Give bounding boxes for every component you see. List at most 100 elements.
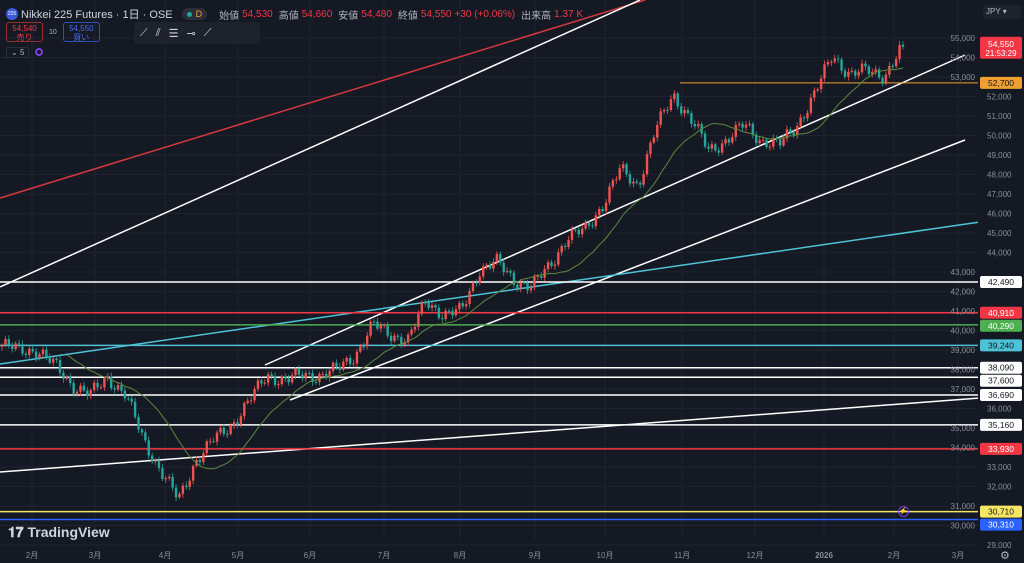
buy-button[interactable]: 54,550 買い: [62, 22, 100, 42]
settings-icon[interactable]: ⚙: [1000, 550, 1010, 562]
fib-tool-icon[interactable]: ☰: [168, 27, 179, 40]
currency-select[interactable]: JPY ▾: [983, 5, 1021, 19]
parallel-channel-tool-icon[interactable]: ⫽: [155, 26, 161, 39]
candle-body: [133, 401, 137, 418]
candle-body: [598, 208, 601, 216]
candle-body: [454, 309, 458, 316]
candle-body: [632, 181, 635, 184]
candle-body: [116, 385, 120, 390]
candle-body: [318, 373, 321, 383]
candle-body: [304, 373, 307, 379]
candle-body: [359, 346, 362, 352]
candle-body: [495, 253, 499, 263]
candle-body: [11, 345, 14, 350]
candle-body: [41, 349, 45, 355]
indicator-icon[interactable]: [35, 48, 43, 56]
y-tick-label: 46,000: [987, 210, 1012, 219]
candle-body: [874, 69, 877, 72]
volume-value: 1.37 K: [554, 8, 584, 20]
candle-body: [103, 378, 106, 388]
candle-body: [188, 480, 191, 487]
quantity[interactable]: 10: [49, 28, 57, 36]
candle-body: [321, 373, 325, 375]
x-tick-label: 2月: [888, 551, 900, 560]
candle-body: [51, 358, 55, 363]
candle-body: [123, 390, 127, 399]
x-tick-label: 11月: [674, 551, 690, 560]
candle-body: [294, 368, 297, 376]
candle-body: [662, 109, 666, 112]
y-tick-label: 34,000: [951, 444, 976, 453]
candle-body: [557, 252, 560, 265]
channel-line-lower[interactable]: [289, 139, 966, 401]
candle-body: [345, 357, 348, 362]
candle-body: [157, 460, 161, 469]
tradingview-logo[interactable]: 𝟏𝟕 TradingView: [8, 524, 110, 540]
horizontal-ray-tool-icon[interactable]: ⊸: [186, 27, 196, 40]
candle-body: [809, 97, 813, 113]
candle-body: [110, 376, 113, 389]
candle-body: [645, 154, 649, 175]
ray-tool-icon[interactable]: ⟋: [203, 26, 212, 39]
candle-body: [553, 264, 557, 266]
price-level-label-bg: [980, 275, 1022, 288]
trendline-white-lower[interactable]: [0, 397, 981, 473]
candle-body: [471, 282, 475, 292]
candle-body: [652, 137, 656, 143]
symbol-title[interactable]: Nikkei 225 Futures · 1日 · OSE: [21, 9, 173, 21]
y-tick-label: 50,000: [987, 132, 1012, 141]
candle-body: [168, 476, 171, 479]
candle-body: [219, 427, 222, 433]
price-level-label: 40,290: [988, 321, 1014, 331]
price-level-label-bg: [980, 442, 1022, 455]
candle-body: [639, 182, 642, 185]
candle-body: [270, 374, 273, 377]
candle-body: [113, 388, 116, 390]
candle-body: [683, 109, 686, 114]
candle-body: [451, 310, 454, 316]
high-label: 高値: [278, 10, 299, 22]
channel-line-upper[interactable]: [264, 54, 966, 366]
price-level-label: 30,710: [988, 507, 1014, 517]
trendlines[interactable]: [0, 0, 981, 473]
candle-body: [635, 181, 638, 183]
candle-body: [813, 90, 816, 98]
candle-body: [505, 270, 509, 273]
candle-body: [727, 139, 731, 143]
trendline-white-upper[interactable]: [0, 0, 641, 288]
candle-body: [522, 282, 526, 284]
candle-body: [434, 305, 437, 308]
candle-body: [444, 310, 447, 320]
indicator-count: 5: [19, 48, 25, 57]
trendline-tool-icon[interactable]: ⟋: [140, 26, 148, 39]
price-level-label-bg: [980, 76, 1022, 89]
candle-body: [796, 126, 799, 136]
candle-body: [287, 378, 290, 383]
trade-panel: 54,540 売り 10 54,550 買い: [6, 22, 100, 42]
x-tick-label: 6月: [304, 551, 316, 560]
candle-body: [38, 354, 41, 358]
candle-body: [611, 180, 615, 187]
candle-body: [14, 343, 17, 350]
candle-body: [693, 123, 697, 127]
candle-body: [212, 441, 215, 443]
candle-body: [96, 382, 99, 388]
last-price-label: 54,550: [988, 39, 1014, 49]
candle-body: [352, 363, 355, 365]
candle-body: [625, 164, 628, 175]
indicators-toggle[interactable]: ⌄ 5: [6, 47, 30, 58]
trendline-cyan[interactable]: [0, 221, 981, 365]
market-status[interactable]: D: [181, 8, 208, 20]
sell-button[interactable]: 54,540 売り: [6, 22, 43, 42]
candle-body: [570, 229, 574, 240]
candle-body: [806, 112, 809, 119]
candle-body: [690, 113, 693, 124]
trendline-red[interactable]: [0, 0, 646, 199]
price-level-label-bg: [980, 505, 1022, 518]
open-value: 54,530: [242, 8, 273, 20]
candle-body: [710, 144, 714, 149]
lightning-icon[interactable]: ⚡: [898, 506, 909, 517]
candle-body: [550, 262, 553, 266]
high-value: 54,660: [301, 8, 333, 20]
